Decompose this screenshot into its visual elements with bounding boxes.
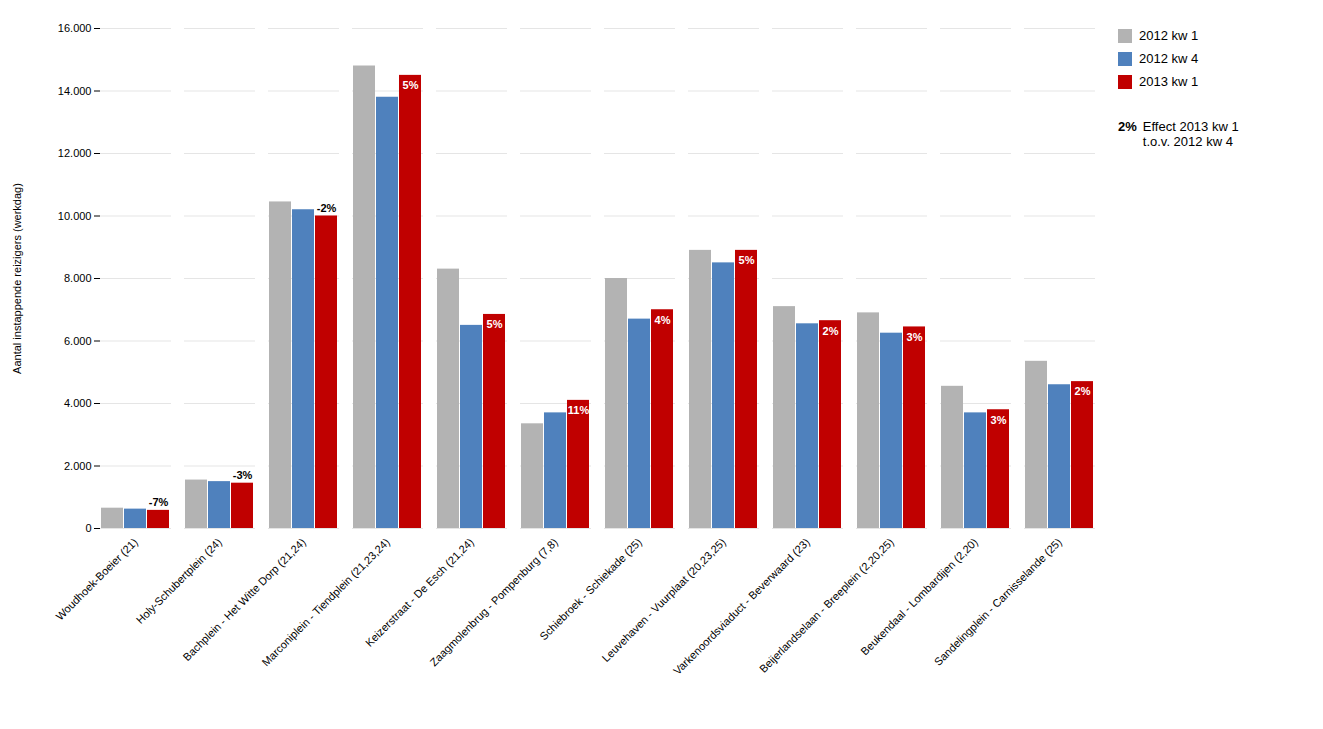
svg-text:Holy-Schubertplein (24): Holy-Schubertplein (24) [134, 536, 224, 626]
svg-text:Marconiplein - Tiendplein (21,: Marconiplein - Tiendplein (21,23,24) [259, 536, 392, 669]
svg-text:2%: 2% [823, 324, 839, 336]
svg-text:-3%: -3% [233, 469, 253, 481]
svg-text:16.000: 16.000 [58, 22, 92, 34]
svg-text:5%: 5% [403, 79, 419, 91]
svg-text:Aantal instappende reizigers (: Aantal instappende reizigers (werkdag) [11, 183, 23, 374]
svg-text:Zaagmolenbrug - Pompenburg (7,: Zaagmolenbrug - Pompenburg (7,8) [427, 536, 560, 669]
svg-text:Beijerlandselaan - Breeplein (: Beijerlandselaan - Breeplein (2,20,25) [757, 536, 896, 675]
svg-text:Schiebroek - Schiekade (25): Schiebroek - Schiekade (25) [537, 535, 644, 643]
html-text:2012 kw 4: 2012 kw 4 [1139, 51, 1199, 66]
svg-text:Keizerstraat - De Esch (21,24): Keizerstraat - De Esch (21,24) [362, 535, 476, 649]
svg-text:4.000: 4.000 [64, 397, 92, 409]
svg-text:Varkenoordsviaduct - Beverwaar: Varkenoordsviaduct - Beverwaard (23) [671, 536, 812, 677]
svg-text:3%: 3% [907, 331, 923, 343]
svg-text:Sandelingplein - Carnisselande: Sandelingplein - Carnisselande (25) [932, 536, 1064, 668]
html-text:2012 kw 1: 2012 kw 1 [1139, 28, 1199, 43]
svg-text:2.000: 2.000 [64, 460, 92, 472]
svg-text:0: 0 [85, 522, 91, 534]
svg-text:-7%: -7% [149, 496, 169, 508]
html-text:2013 kw 1: 2013 kw 1 [1139, 74, 1199, 89]
svg-text:Beukendaal - Lombardijen (2,20: Beukendaal - Lombardijen (2,20) [858, 535, 980, 658]
svg-text:3%: 3% [991, 414, 1007, 426]
svg-text:6.000: 6.000 [64, 335, 92, 347]
svg-text:Leuvehaven - Vuurplaat (20,23,: Leuvehaven - Vuurplaat (20,23,25) [599, 535, 728, 665]
svg-text:-2%: -2% [317, 202, 337, 214]
svg-text:11%: 11% [568, 404, 590, 416]
svg-text:5%: 5% [739, 254, 755, 266]
svg-text:Woudhoek-Boeier (21): Woudhoek-Boeier (21) [53, 536, 140, 623]
html-text:2% Effect 2013 kw 1 t.o.v. 201: 2% Effect 2013 kw 1 t.o.v. 2012 kw 4 [1118, 119, 1239, 149]
svg-text:4%: 4% [655, 314, 671, 326]
svg-text:8.000: 8.000 [64, 272, 92, 284]
svg-text:5%: 5% [487, 318, 503, 330]
svg-text:2%: 2% [1075, 385, 1091, 397]
svg-text:14.000: 14.000 [58, 85, 92, 97]
svg-text:Bachplein - Het Witte Dorp (21: Bachplein - Het Witte Dorp (21,24) [180, 535, 308, 664]
svg-text:12.000: 12.000 [58, 147, 92, 159]
svg-text:10.000: 10.000 [58, 210, 92, 222]
